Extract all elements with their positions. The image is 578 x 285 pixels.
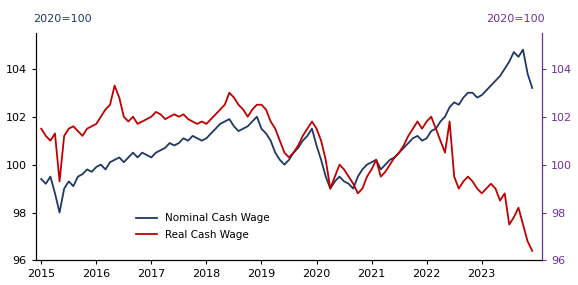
Nominal Cash Wage: [56, 211, 63, 214]
Real Cash Wage: [524, 240, 531, 243]
Legend: Nominal Cash Wage, Real Cash Wage: Nominal Cash Wage, Real Cash Wage: [132, 209, 274, 244]
Nominal Cash Wage: [465, 91, 472, 94]
Real Cash Wage: [111, 84, 118, 87]
Nominal Cash Wage: [272, 151, 279, 154]
Text: 2020=100: 2020=100: [486, 14, 545, 24]
Line: Real Cash Wage: Real Cash Wage: [41, 86, 532, 251]
Real Cash Wage: [272, 127, 279, 131]
Text: 2020=100: 2020=100: [33, 14, 92, 24]
Real Cash Wage: [88, 125, 95, 128]
Nominal Cash Wage: [474, 96, 481, 99]
Nominal Cash Wage: [38, 177, 45, 181]
Real Cash Wage: [120, 115, 127, 119]
Real Cash Wage: [432, 127, 439, 131]
Line: Nominal Cash Wage: Nominal Cash Wage: [41, 50, 532, 213]
Real Cash Wage: [529, 249, 536, 253]
Nominal Cash Wage: [529, 86, 536, 90]
Nominal Cash Wage: [520, 48, 527, 51]
Real Cash Wage: [38, 127, 45, 131]
Real Cash Wage: [465, 175, 472, 178]
Nominal Cash Wage: [93, 165, 100, 169]
Nominal Cash Wage: [432, 127, 439, 131]
Nominal Cash Wage: [120, 160, 127, 164]
